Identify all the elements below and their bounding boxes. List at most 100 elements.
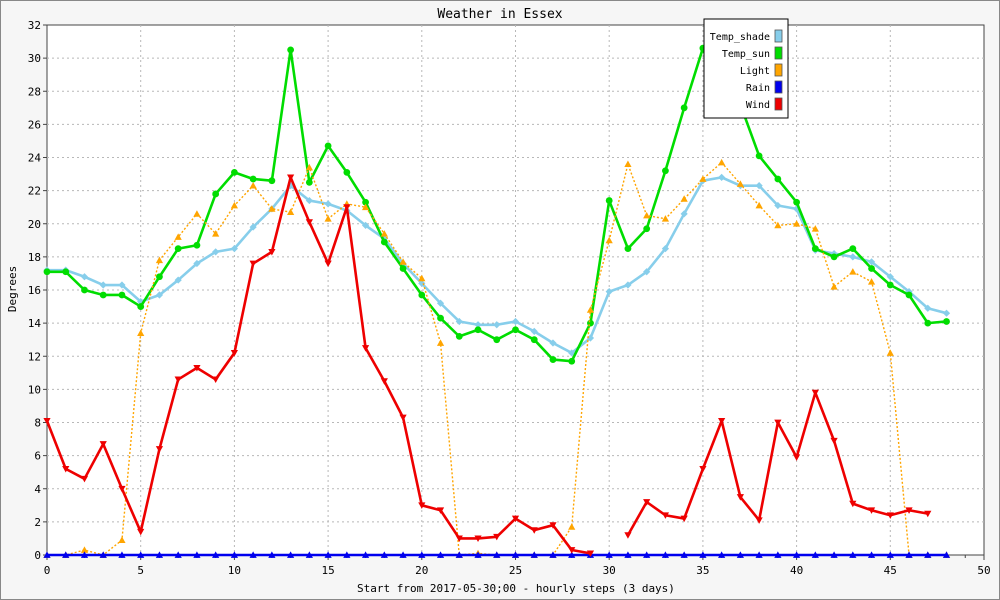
data-point [662, 167, 669, 175]
data-point [793, 551, 801, 558]
data-point [343, 551, 351, 558]
series-temp-shade [43, 173, 951, 357]
data-point [755, 182, 763, 190]
data-point [643, 211, 651, 219]
data-point [924, 551, 932, 558]
data-point [493, 551, 501, 558]
data-point [474, 535, 482, 543]
legend-swatch [774, 63, 783, 77]
data-point [380, 378, 388, 385]
series-rain [43, 551, 951, 558]
data-point [118, 536, 126, 543]
data-point [193, 210, 201, 217]
data-point [643, 551, 651, 558]
data-point [249, 223, 257, 231]
data-point [174, 551, 182, 558]
data-point [118, 291, 126, 299]
y-tick-label: 20 [28, 218, 41, 231]
data-point [155, 256, 164, 264]
data-point [62, 551, 70, 558]
data-point [174, 376, 182, 384]
data-point [643, 499, 651, 506]
data-point [399, 414, 407, 422]
x-ticks: 0 5 10 15 20 25 30 35 40 45 50 [44, 555, 991, 577]
data-point [305, 178, 313, 186]
data-point [568, 551, 576, 558]
data-point [886, 512, 894, 519]
data-point [43, 551, 51, 558]
data-point [736, 551, 744, 558]
data-point [643, 225, 651, 233]
legend: Temp_shade Temp_sun Light Rain Wind [703, 18, 789, 119]
data-point [568, 357, 576, 365]
data-point [530, 327, 538, 336]
data-point [436, 507, 445, 514]
data-point [268, 551, 276, 558]
y-tick-label: 22 [28, 185, 41, 198]
data-point [549, 339, 557, 347]
data-point [474, 326, 482, 334]
data-point [624, 281, 632, 289]
data-point [436, 299, 445, 307]
data-point [81, 286, 88, 294]
data-point [680, 210, 688, 218]
data-point [661, 215, 670, 222]
data-point [324, 200, 332, 208]
data-point [174, 233, 182, 240]
data-point [849, 500, 857, 508]
data-point [174, 245, 182, 252]
legend-label: Light [740, 66, 770, 77]
data-point [511, 515, 520, 523]
data-point [924, 510, 932, 518]
data-point [361, 345, 370, 352]
data-point [43, 417, 51, 425]
data-point [493, 321, 501, 329]
legend-swatch [774, 80, 783, 94]
data-point [118, 281, 126, 289]
data-point [193, 241, 201, 249]
data-point [455, 317, 463, 326]
data-point [99, 281, 107, 289]
data-point [493, 336, 501, 344]
data-point [399, 258, 407, 265]
data-point [793, 454, 801, 461]
y-tick-label: 30 [28, 52, 41, 65]
data-point [886, 551, 894, 558]
x-tick-label: 5 [137, 564, 144, 577]
data-point [718, 417, 726, 425]
data-point [830, 551, 838, 558]
data-point [418, 291, 426, 299]
data-point [793, 198, 800, 206]
data-point [680, 515, 688, 523]
data-point [680, 104, 688, 112]
data-point [118, 551, 126, 558]
data-point [193, 551, 201, 558]
data-point [624, 245, 632, 252]
data-point [80, 475, 89, 483]
x-tick-label: 40 [790, 564, 803, 577]
data-point [699, 175, 707, 182]
y-tick-label: 16 [28, 284, 41, 297]
data-point [137, 329, 145, 336]
data-point [699, 465, 707, 473]
data-point [605, 288, 613, 296]
data-point [287, 208, 295, 216]
series-wind [43, 174, 932, 557]
data-point [849, 253, 857, 261]
data-point [849, 551, 857, 558]
data-point [137, 528, 145, 536]
y-tick-label: 8 [34, 417, 41, 430]
data-point [867, 258, 876, 266]
data-point [361, 551, 370, 558]
data-point [736, 180, 744, 187]
data-point [661, 551, 670, 558]
data-point [43, 268, 51, 276]
data-point [774, 221, 782, 229]
data-point [324, 260, 332, 268]
data-point [568, 547, 576, 554]
data-point [549, 522, 557, 529]
data-point [193, 364, 201, 372]
y-tick-label: 18 [28, 251, 41, 264]
data-point [380, 551, 388, 558]
data-point [530, 527, 538, 534]
